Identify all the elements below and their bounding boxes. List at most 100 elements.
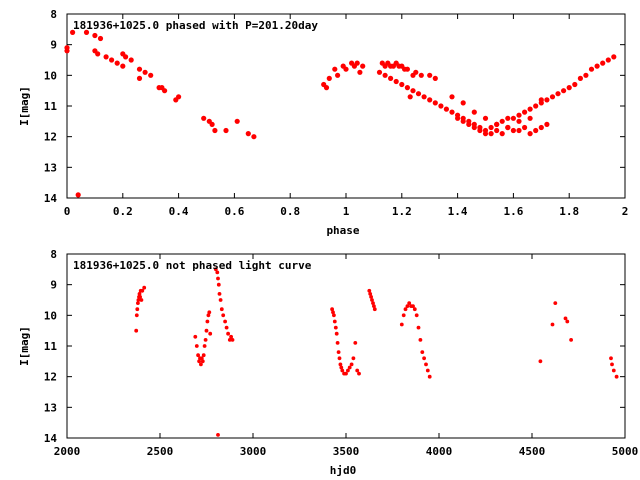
data-point bbox=[203, 338, 208, 342]
data-point bbox=[216, 276, 220, 281]
x-tick-label: 4000 bbox=[426, 445, 453, 458]
data-point bbox=[135, 307, 140, 312]
data-point bbox=[553, 301, 558, 305]
x-tick-label: 4500 bbox=[519, 445, 546, 458]
y-tick-label: 10 bbox=[44, 69, 57, 82]
data-point bbox=[424, 362, 428, 367]
data-point bbox=[407, 301, 412, 305]
data-point bbox=[610, 362, 614, 367]
x-tick-label: 1.8 bbox=[559, 205, 579, 218]
data-point bbox=[611, 54, 617, 60]
data-point bbox=[393, 78, 399, 85]
data-point bbox=[120, 63, 126, 69]
data-point bbox=[516, 112, 522, 118]
data-point bbox=[142, 69, 148, 75]
data-point bbox=[215, 270, 220, 275]
data-point bbox=[566, 85, 572, 91]
data-point bbox=[414, 313, 419, 318]
data-point bbox=[196, 353, 201, 358]
data-point bbox=[213, 267, 218, 272]
data-point bbox=[335, 341, 340, 345]
data-point bbox=[199, 362, 203, 367]
data-point bbox=[176, 94, 182, 100]
y-tick-label: 8 bbox=[50, 248, 57, 261]
data-point bbox=[221, 313, 226, 318]
x-axis-label: hjd0 bbox=[330, 464, 357, 477]
data-point bbox=[405, 304, 410, 308]
data-point bbox=[332, 313, 336, 318]
data-point bbox=[335, 72, 341, 78]
data-point bbox=[218, 298, 223, 302]
data-point bbox=[230, 338, 235, 342]
data-point bbox=[388, 75, 394, 81]
data-point bbox=[109, 57, 115, 63]
data-point bbox=[349, 362, 354, 367]
data-point bbox=[482, 131, 489, 137]
data-point bbox=[353, 341, 358, 345]
data-point bbox=[200, 359, 205, 364]
x-tick-label: 0.2 bbox=[113, 205, 133, 218]
y-axis-label: I[mag] bbox=[18, 326, 31, 366]
data-point bbox=[577, 75, 584, 81]
chart-title: 181936+1025.0 phased with P=201.20day bbox=[73, 19, 318, 32]
data-point bbox=[549, 94, 556, 100]
phased-light-curve-panel: 0 0.2 0.4 0.6 0.8 1 1.2 1.4 1.6 1.8 2 8 9 10 11 12 13 14… bbox=[18, 8, 628, 237]
data-point bbox=[477, 127, 483, 134]
data-point bbox=[370, 298, 374, 302]
y-tick-label: 12 bbox=[44, 131, 57, 144]
data-point bbox=[134, 328, 139, 333]
data-point bbox=[137, 292, 142, 296]
data-point bbox=[422, 356, 426, 361]
data-point bbox=[139, 298, 144, 302]
data-point bbox=[103, 54, 109, 60]
data-point bbox=[148, 72, 154, 78]
data-point bbox=[411, 304, 415, 308]
plot-frame bbox=[66, 253, 626, 439]
data-point bbox=[404, 85, 410, 91]
data-point bbox=[565, 319, 570, 324]
x-tick-label: 0 bbox=[64, 205, 71, 218]
data-point bbox=[538, 97, 544, 103]
data-point bbox=[494, 127, 500, 134]
data-point bbox=[209, 121, 215, 127]
data-point bbox=[357, 69, 363, 75]
y-tick-label: 8 bbox=[50, 8, 57, 21]
data-point bbox=[466, 121, 472, 127]
data-point bbox=[460, 118, 466, 124]
data-point bbox=[355, 368, 360, 373]
data-point bbox=[510, 127, 516, 134]
data-point bbox=[443, 106, 449, 112]
data-point bbox=[97, 35, 104, 42]
data-point bbox=[427, 72, 433, 78]
data-point bbox=[449, 94, 455, 100]
y-axis: 8 9 10 11 12 13 14 bbox=[44, 248, 625, 445]
x-tick-label: 2500 bbox=[147, 445, 174, 458]
y-tick-label: 11 bbox=[44, 340, 58, 353]
data-point bbox=[505, 115, 511, 121]
data-point bbox=[605, 57, 611, 63]
data-point bbox=[516, 127, 522, 134]
data-point bbox=[569, 338, 573, 342]
data-point bbox=[123, 54, 129, 60]
data-point bbox=[494, 121, 500, 127]
data-point bbox=[550, 322, 555, 327]
data-point bbox=[600, 60, 606, 66]
data-point bbox=[413, 69, 419, 75]
data-point bbox=[234, 118, 240, 124]
data-point bbox=[92, 32, 98, 39]
data-point bbox=[527, 106, 533, 112]
data-point bbox=[351, 356, 356, 361]
data-point bbox=[522, 109, 528, 115]
data-point bbox=[331, 310, 335, 315]
data-point bbox=[224, 325, 229, 330]
data-point bbox=[337, 356, 342, 361]
x-tick-label: 2000 bbox=[54, 445, 81, 458]
data-point bbox=[418, 338, 423, 342]
x-tick-label: 1.6 bbox=[503, 205, 523, 218]
data-point bbox=[372, 307, 377, 312]
data-point bbox=[354, 60, 360, 66]
data-point bbox=[346, 368, 350, 373]
data-point bbox=[217, 292, 222, 296]
data-point bbox=[594, 63, 600, 69]
data-point bbox=[505, 124, 511, 131]
